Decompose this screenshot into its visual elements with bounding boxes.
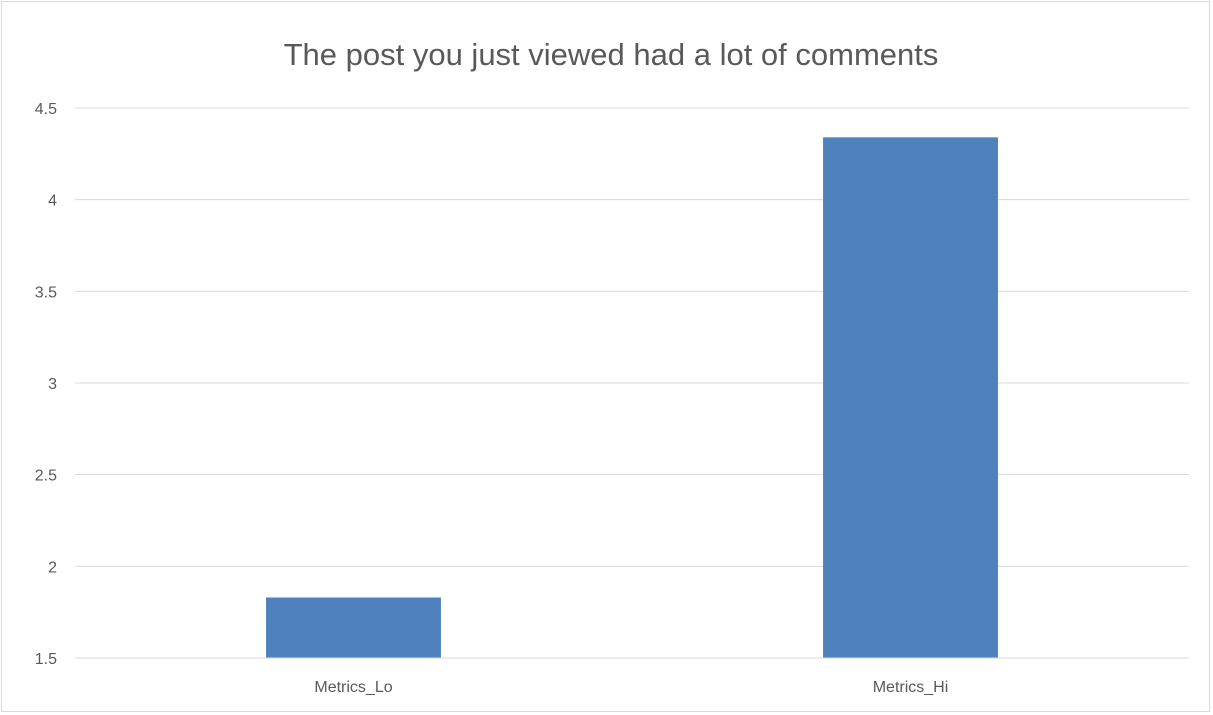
y-tick-label: 4 [48,193,57,210]
y-tick-label: 4.5 [35,101,57,118]
y-tick-label: 3.5 [35,284,57,301]
y-axis-tick-labels: 1.5 2 2.5 3 3.5 4 4.5 [35,101,57,668]
bar-metrics-lo [266,597,441,658]
x-tick-label: Metrics_Hi [873,679,949,696]
x-tick-label: Metrics_Lo [314,679,392,696]
y-tick-label: 2.5 [35,468,57,485]
chart-title: The post you just viewed had a lot of co… [284,37,939,72]
bars [266,137,998,659]
y-tick-label: 3 [48,376,57,393]
y-tick-label: 2 [48,559,57,576]
bar-metrics-hi [823,137,998,659]
x-axis-tick-labels: Metrics_Lo Metrics_Hi [314,679,948,696]
y-tick-label: 1.5 [35,651,57,668]
gridlines [75,107,1189,567]
